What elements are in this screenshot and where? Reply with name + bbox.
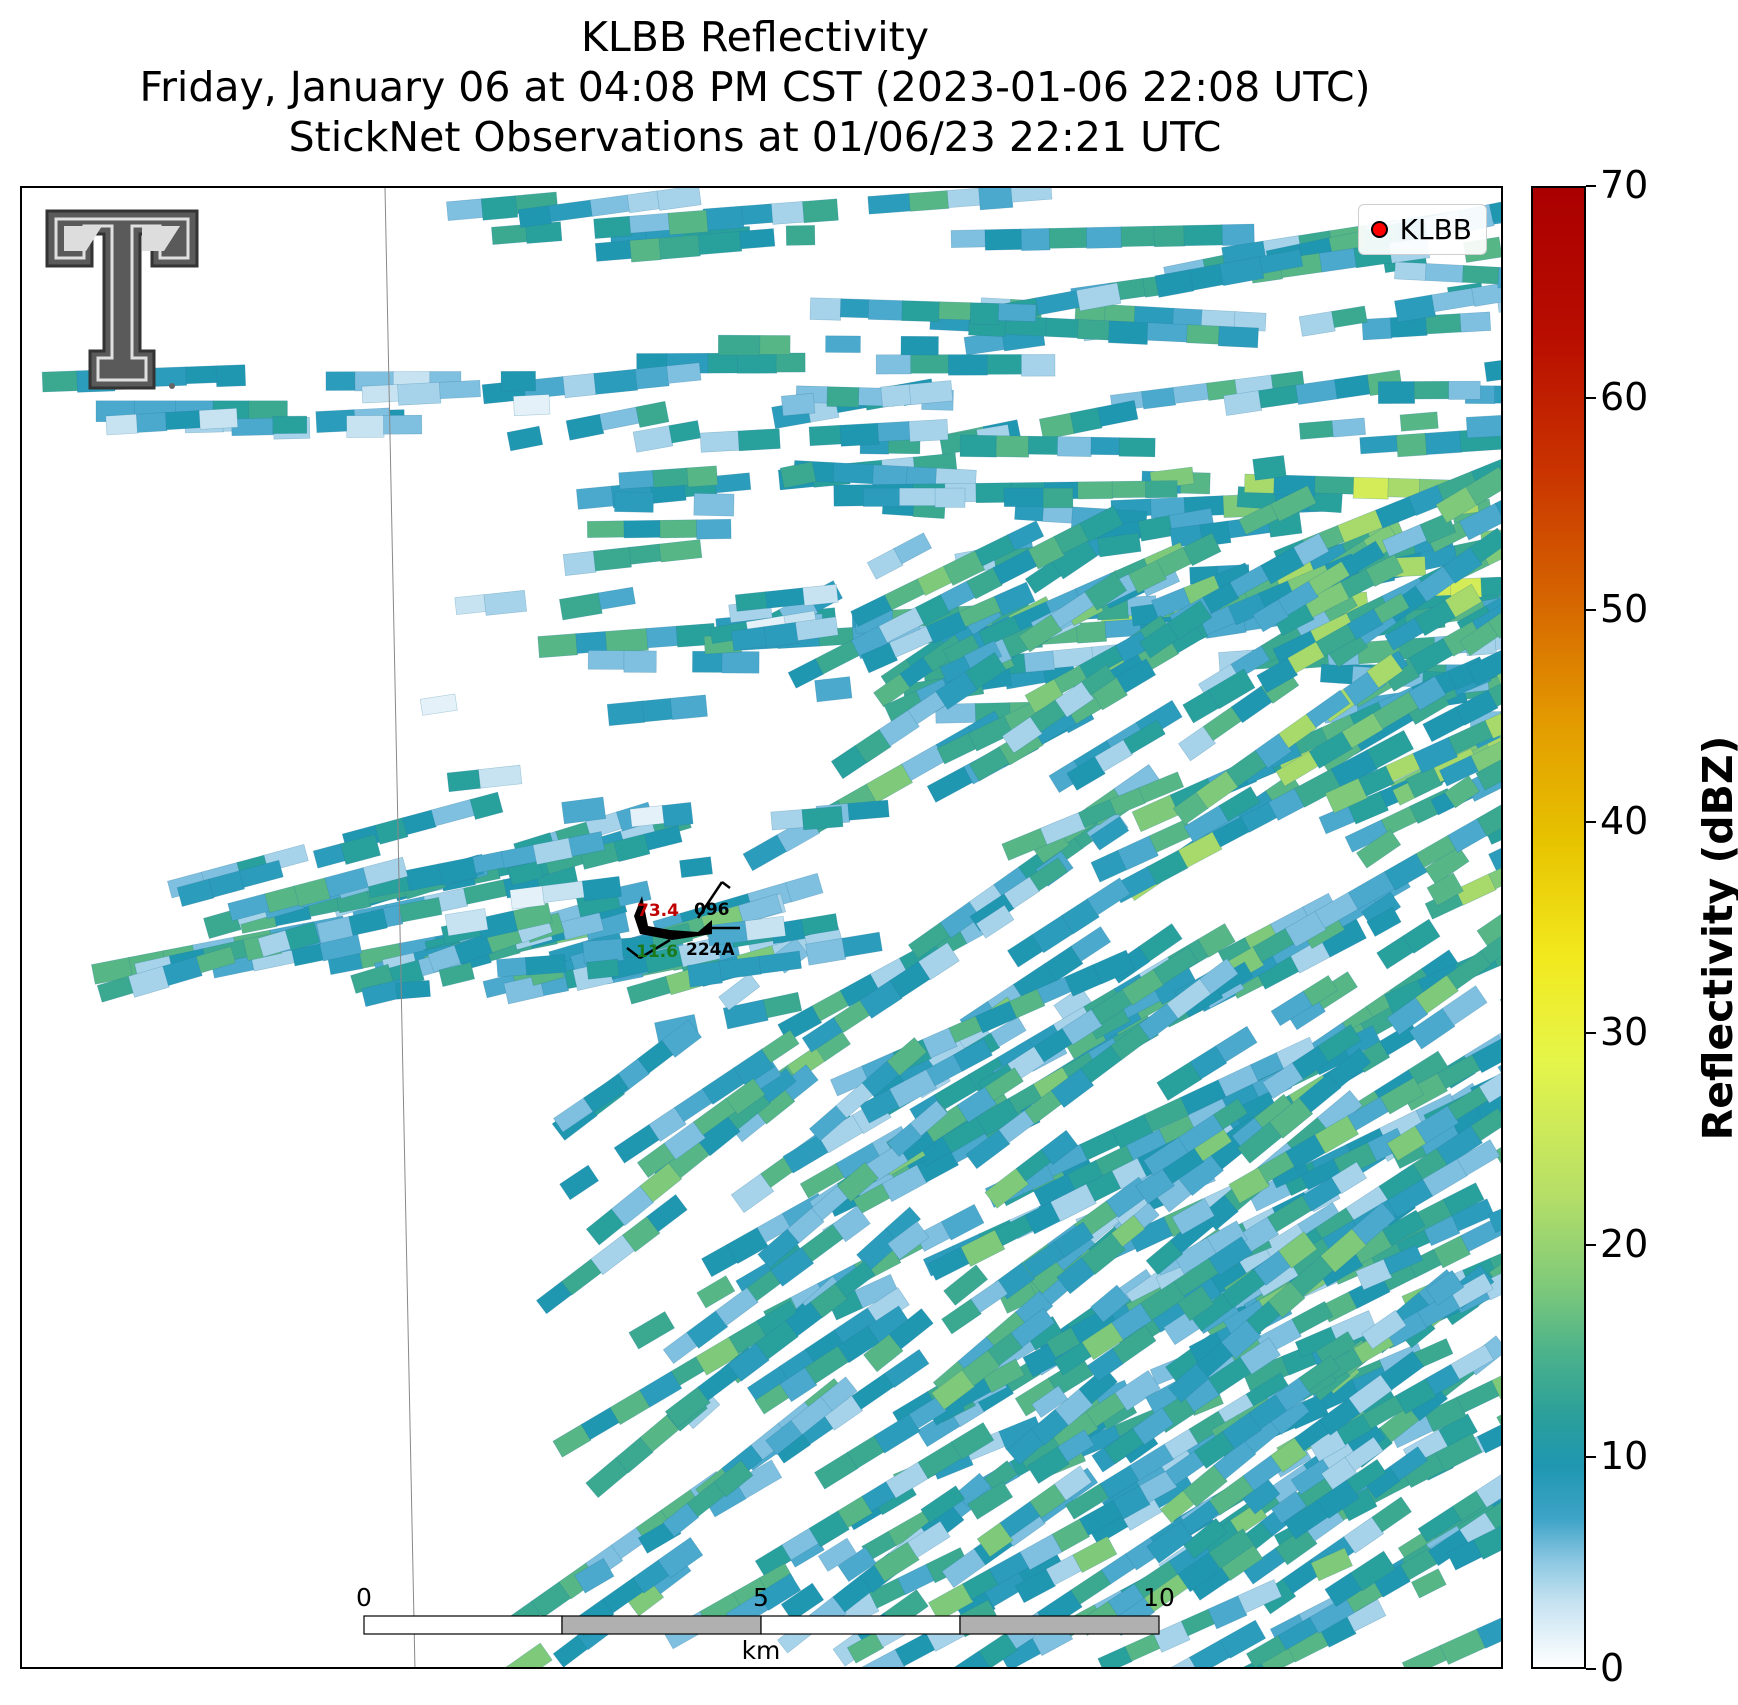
echo-cell xyxy=(658,539,703,563)
echo-cell xyxy=(1010,188,1053,203)
reflectivity-layer xyxy=(41,188,1503,1667)
echo-cell xyxy=(1494,629,1501,650)
echo-cell xyxy=(1021,354,1056,377)
echo-streak xyxy=(491,209,709,245)
echo-cell xyxy=(668,420,702,444)
colorbar-tick-mark xyxy=(1586,1668,1596,1670)
title-radar: KLBB Reflectivity xyxy=(581,13,929,61)
echo-cell xyxy=(908,380,954,406)
echo-cell xyxy=(1502,723,1503,759)
colorbar-tick-label: 60 xyxy=(1600,374,1649,419)
echo-streak xyxy=(559,586,636,621)
colorbar-tick-label: 70 xyxy=(1600,163,1649,207)
echo-streak xyxy=(950,223,1255,251)
colorbar-tick-mark xyxy=(1586,820,1596,823)
radar-map[interactable]: KLBB 73.4 096 11.6 224A 0 5 10 km xyxy=(20,186,1503,1669)
colorbar-tick-label: 50 xyxy=(1600,586,1649,631)
colorbar-tick-label: 0 xyxy=(1600,1646,1625,1690)
echo-cell xyxy=(1259,248,1304,274)
echo-cell xyxy=(1496,290,1501,313)
echo-streak xyxy=(587,650,760,674)
echo-streak xyxy=(780,380,954,417)
echo-cell xyxy=(739,228,776,250)
echo-cell xyxy=(775,352,806,373)
echo-cell xyxy=(785,225,816,246)
colorbar-tick-label: 40 xyxy=(1600,798,1649,843)
echo-streak xyxy=(1038,399,1139,441)
echo-cell xyxy=(1399,411,1439,432)
echo-cell xyxy=(696,518,732,540)
echo-cell xyxy=(1217,325,1259,349)
echo-cell xyxy=(635,400,670,428)
echo-streak xyxy=(1003,248,1304,322)
echo-cell xyxy=(1448,380,1481,400)
colorbar-tick-mark xyxy=(1586,185,1596,187)
scale-tick-0: 0 xyxy=(356,1583,372,1612)
echo-streak xyxy=(875,354,1056,377)
echo-streak xyxy=(1110,370,1305,412)
echo-cell xyxy=(1075,282,1122,312)
echo-cell xyxy=(1252,455,1287,481)
colorbar-tick-mark xyxy=(1586,608,1596,611)
title-datetime: Friday, January 06 at 04:08 PM CST (2023… xyxy=(139,63,1371,111)
colorbar-tick-mark xyxy=(1586,1032,1596,1035)
echo-cell xyxy=(506,425,544,452)
echo-streak xyxy=(586,518,732,540)
echo-streak xyxy=(594,228,776,263)
echo-cell xyxy=(597,586,636,610)
colorbar-title: Reflectivity (dBZ) xyxy=(1694,735,1738,1141)
echo-streak xyxy=(1496,290,1501,313)
title-observations: StickNet Observations at 01/06/23 22:21 … xyxy=(288,113,1222,161)
scale-tick-5: 5 xyxy=(753,1583,769,1612)
echo-cell xyxy=(693,493,735,517)
echo-cell xyxy=(623,650,657,673)
colorbar-tick-label: 10 xyxy=(1600,1434,1649,1479)
echo-streak xyxy=(702,188,1053,232)
echo-cell xyxy=(1097,399,1139,427)
scale-unit: km xyxy=(742,1636,781,1665)
echo-streak xyxy=(1298,411,1439,440)
echo-cell xyxy=(667,209,709,236)
colorbar-tick-mark xyxy=(1586,1244,1596,1247)
scale-bar: 0 5 10 km xyxy=(356,1583,1175,1665)
echo-streak xyxy=(562,539,703,576)
echo-streak xyxy=(1377,380,1481,404)
colorbar-tick-mark xyxy=(1586,1456,1596,1459)
colorbar xyxy=(1531,186,1586,1669)
echo-streak xyxy=(506,400,670,452)
echo-streak xyxy=(614,491,735,517)
echo-cell xyxy=(1331,417,1366,438)
scale-tick-10: 10 xyxy=(1143,1583,1175,1612)
colorbar-tick-label: 30 xyxy=(1600,1010,1649,1055)
echo-cell xyxy=(780,392,816,417)
echo-cell xyxy=(614,491,654,513)
echo-cell xyxy=(802,198,839,224)
echo-streak xyxy=(717,334,939,356)
echo-cell xyxy=(1488,197,1501,222)
echo-cell xyxy=(1494,385,1501,404)
colorbar-tick-mark xyxy=(1586,396,1596,399)
colorbar-tick-label: 20 xyxy=(1600,1222,1649,1267)
